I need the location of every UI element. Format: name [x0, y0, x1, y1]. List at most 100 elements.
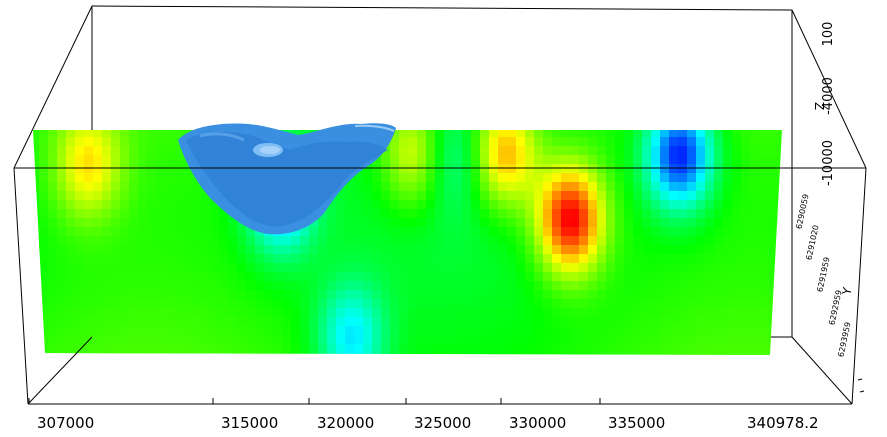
heatmap-cell — [687, 254, 697, 264]
heatmap-cell — [66, 236, 76, 246]
heatmap-cell — [66, 317, 76, 327]
heatmap-cell — [498, 182, 508, 192]
heatmap-cell — [57, 353, 67, 355]
heatmap-cell — [579, 254, 589, 264]
heatmap-cell — [399, 191, 409, 201]
heatmap-cell — [120, 317, 130, 327]
heatmap-cell — [714, 281, 724, 291]
heatmap-cell — [444, 308, 454, 318]
heatmap-cell — [633, 130, 643, 138]
heatmap-cell — [255, 245, 265, 255]
heatmap-cell — [714, 227, 724, 237]
heatmap-cell — [462, 272, 472, 282]
heatmap-cell — [741, 254, 751, 264]
heatmap-cell — [759, 344, 769, 354]
heatmap-cell — [507, 335, 517, 345]
heatmap-cell — [435, 164, 445, 174]
heatmap-cell — [219, 227, 229, 237]
heatmap-cell — [516, 155, 526, 165]
heatmap-cell — [93, 353, 103, 355]
heatmap-cell — [624, 200, 634, 210]
heatmap-cell — [183, 344, 193, 354]
heatmap-cell — [111, 308, 121, 318]
heatmap-cell — [552, 254, 562, 264]
heatmap-cell — [660, 137, 670, 147]
heatmap-cell — [759, 263, 769, 273]
heatmap-cell — [219, 308, 229, 318]
heatmap-cell — [246, 308, 256, 318]
heatmap-cell — [777, 326, 782, 336]
heatmap-cell — [777, 335, 782, 345]
heatmap-cell — [687, 191, 697, 201]
heatmap-cell — [264, 299, 274, 309]
heatmap-cell — [444, 245, 454, 255]
heatmap-cell — [543, 263, 553, 273]
heatmap-cell — [399, 263, 409, 273]
heatmap-cell — [264, 308, 274, 318]
heatmap-cell — [714, 155, 724, 165]
heatmap-cell — [291, 236, 301, 246]
heatmap-cell — [480, 272, 490, 282]
heatmap-cell — [399, 209, 409, 219]
heatmap-cell — [48, 200, 58, 210]
heatmap-cell — [75, 299, 85, 309]
heatmap-cell — [174, 245, 184, 255]
heatmap-cell — [471, 263, 481, 273]
heatmap-cell — [336, 290, 346, 300]
heatmap-cell — [39, 308, 49, 318]
heatmap-cell — [354, 227, 364, 237]
heatmap-cell — [525, 245, 535, 255]
heatmap-cell — [588, 155, 598, 165]
heatmap-cell — [381, 299, 391, 309]
heatmap-cell — [33, 299, 40, 309]
heatmap-cell — [33, 155, 40, 165]
heatmap-cell — [444, 263, 454, 273]
heatmap-cell — [201, 218, 211, 228]
heatmap-cell — [228, 326, 238, 336]
heatmap-cell — [57, 130, 67, 138]
heatmap-cell — [498, 200, 508, 210]
heatmap-cell — [435, 281, 445, 291]
heatmap-cell — [237, 227, 247, 237]
heatmap-cell — [489, 146, 499, 156]
heatmap-cell — [48, 155, 58, 165]
heatmap-cell — [48, 254, 58, 264]
heatmap-cell — [345, 308, 355, 318]
heatmap-cell — [660, 227, 670, 237]
heatmap-cell — [687, 182, 697, 192]
heatmap-cell — [174, 263, 184, 273]
heatmap-cell — [300, 299, 310, 309]
heatmap-cell — [651, 326, 661, 336]
heatmap-cell — [354, 308, 364, 318]
heatmap-cell — [561, 146, 571, 156]
heatmap-cell — [174, 335, 184, 345]
heatmap-cell — [201, 281, 211, 291]
heatmap-cell — [345, 191, 355, 201]
heatmap-cell — [33, 272, 40, 282]
heatmap-cell — [660, 218, 670, 228]
heatmap-cell — [426, 245, 436, 255]
heatmap-cell — [570, 245, 580, 255]
heatmap-cell — [417, 245, 427, 255]
heatmap-cell — [759, 281, 769, 291]
heatmap-cell — [66, 191, 76, 201]
heatmap-cell — [507, 308, 517, 318]
heatmap-cell — [57, 200, 67, 210]
heatmap-cell — [579, 137, 589, 147]
heatmap-cell — [651, 308, 661, 318]
heatmap-cell — [75, 290, 85, 300]
heatmap-cell — [624, 281, 634, 291]
heatmap-cell — [480, 130, 490, 138]
heatmap-cell — [66, 173, 76, 183]
heatmap-cell — [615, 281, 625, 291]
heatmap-cell — [732, 290, 742, 300]
heatmap-cell — [390, 254, 400, 264]
heatmap-cell — [633, 191, 643, 201]
heatmap-cell — [210, 254, 220, 264]
heatmap-cell — [633, 344, 643, 354]
heatmap-cell — [129, 130, 139, 138]
heatmap-cell — [651, 191, 661, 201]
heatmap-cell — [399, 326, 409, 336]
heatmap-cell — [516, 191, 526, 201]
heatmap-cell — [174, 308, 184, 318]
